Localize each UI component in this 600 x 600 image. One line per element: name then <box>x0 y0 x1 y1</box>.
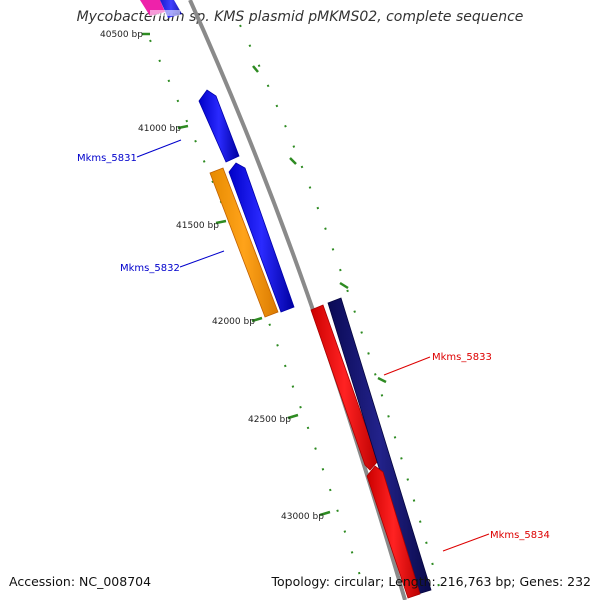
summary-text: Topology: circular; Length: 216,763 bp; … <box>271 574 592 589</box>
gene-mkms-5833[interactable] <box>310 304 379 471</box>
callout-5834 <box>442 533 490 552</box>
tick-label-42000: 42000 bp <box>212 317 255 327</box>
callout-5832 <box>179 250 225 268</box>
gene-navy-long <box>327 297 432 595</box>
tick-row-inner <box>149 39 366 591</box>
tick-label-41500: 41500 bp <box>176 221 219 231</box>
gene-label-5834[interactable]: Mkms_5834 <box>490 530 550 541</box>
tick-label-42500: 42500 bp <box>248 415 291 425</box>
callout-5831 <box>136 139 182 158</box>
major-ticks <box>142 32 387 517</box>
gene-blue-long <box>228 162 295 313</box>
gene-mkms-5831[interactable] <box>198 89 240 163</box>
backbone-arc <box>188 0 407 600</box>
tick-row-outer <box>239 24 441 591</box>
gene-label-5832[interactable]: Mkms_5832 <box>120 263 180 274</box>
tick-label-40500: 40500 bp <box>100 30 143 40</box>
accession-text: Accession: NC_008704 <box>9 574 152 589</box>
tick-label-41000: 41000 bp <box>138 124 181 134</box>
gene-mkms-5832[interactable] <box>209 167 279 318</box>
gene-mkms-5834[interactable] <box>366 465 421 599</box>
gene-label-5833[interactable]: Mkms_5833 <box>432 352 492 363</box>
callout-5833 <box>383 356 431 376</box>
map-title: Mycobacterium sp. KMS plasmid pMKMS02, c… <box>76 9 524 25</box>
tick-label-43000: 43000 bp <box>281 512 324 522</box>
gene-label-5831[interactable]: Mkms_5831 <box>77 153 137 164</box>
